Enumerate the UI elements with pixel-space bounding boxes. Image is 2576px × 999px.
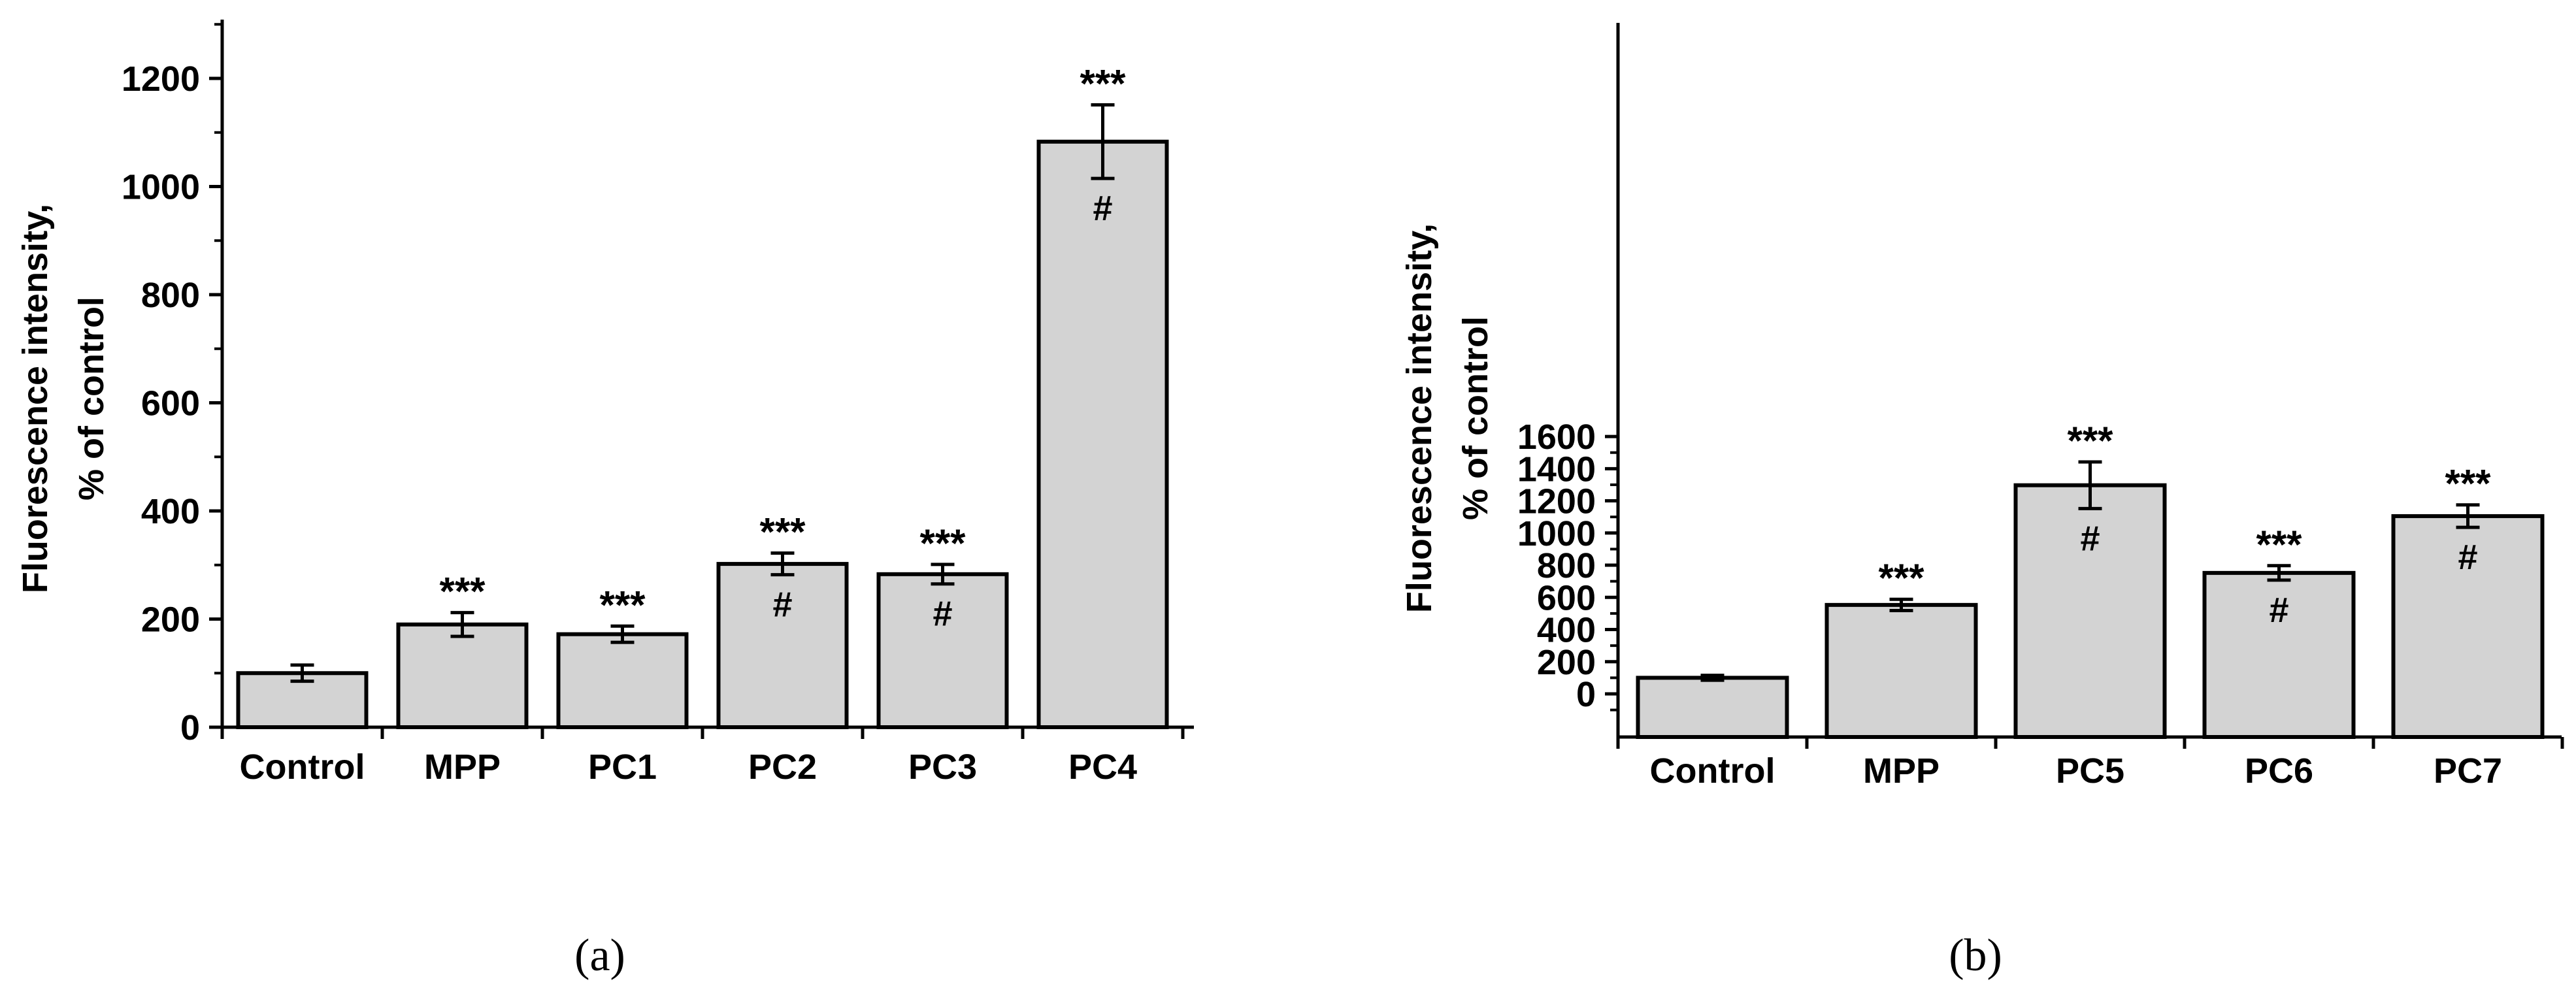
significance-marker: *** bbox=[2256, 523, 2302, 566]
error-bar-pc6 bbox=[2267, 564, 2291, 582]
panel-label-b: (b) bbox=[1949, 930, 2002, 981]
y-tick-label: 1000 bbox=[1517, 514, 1596, 553]
significance-marker: *** bbox=[2067, 419, 2113, 463]
x-tick-label: Control bbox=[240, 747, 365, 787]
chart-b-ylabel-line2: % of control bbox=[1456, 316, 1495, 520]
x-tick-label: PC3 bbox=[908, 747, 977, 787]
error-bar-pc7 bbox=[2456, 503, 2480, 529]
y-tick-label: 0 bbox=[1576, 675, 1596, 714]
error-bar-pc1 bbox=[610, 624, 635, 644]
error-bar-control bbox=[290, 663, 314, 683]
significance-marker: *** bbox=[1878, 556, 1924, 600]
y-tick-label: 200 bbox=[141, 600, 200, 640]
error-bar-mpp bbox=[1889, 597, 1913, 612]
chart-panel-b: *** *** # *** # *** # 020040060080010001200140… bbox=[1400, 23, 2564, 981]
error-bar-pc5 bbox=[2078, 460, 2102, 510]
bar-pc4 bbox=[1036, 139, 1169, 729]
bar-mpp bbox=[396, 622, 529, 730]
significance-marker: *** bbox=[439, 570, 486, 614]
y-tick-label: 1200 bbox=[122, 59, 200, 99]
hash-marker: # bbox=[2269, 591, 2288, 630]
panel-label-a: (a) bbox=[574, 930, 625, 981]
chart-b-marks: *** *** # *** # *** # bbox=[1636, 419, 2545, 740]
chart-a-ylabel-line1: Fluorescence intensity, bbox=[16, 204, 55, 593]
hash-marker: # bbox=[772, 585, 792, 625]
chart-a-xticks: Control MPP PC1 PC2 PC3 PC4 bbox=[220, 727, 1185, 787]
y-tick-label: 1600 bbox=[1517, 418, 1596, 457]
significance-marker: *** bbox=[1080, 62, 1126, 106]
significance-marker: *** bbox=[599, 583, 646, 627]
x-tick-label: PC1 bbox=[588, 747, 657, 787]
x-tick-label: MPP bbox=[1863, 751, 1940, 791]
error-bar-pc4 bbox=[1091, 103, 1115, 180]
x-tick-label: Control bbox=[1650, 751, 1775, 791]
chart-a-yticks: 0 200 400 600 800 1000 1200 bbox=[122, 23, 222, 747]
hash-marker: # bbox=[2080, 519, 2100, 558]
chart-panel-a: *** *** *** # *** # *** # 0 200 400 600 800 1000 1200… bbox=[16, 20, 1194, 981]
significance-marker: *** bbox=[2445, 462, 2491, 506]
significance-marker: *** bbox=[919, 521, 966, 565]
y-tick-label: 0 bbox=[180, 708, 200, 747]
y-tick-label: 600 bbox=[1537, 578, 1596, 617]
y-tick-label: 400 bbox=[141, 492, 200, 531]
y-tick-label: 1200 bbox=[1517, 482, 1596, 521]
x-tick-label: PC4 bbox=[1068, 747, 1137, 787]
chart-b-ylabel-line1: Fluorescence intensity, bbox=[1400, 223, 1439, 613]
chart-b-xticks: Control MPP PC5 PC6 PC7 bbox=[1616, 737, 2564, 791]
error-bar-pc2 bbox=[770, 551, 795, 577]
chart-a-ylabel-line2: % of control bbox=[72, 297, 111, 500]
x-tick-label: PC6 bbox=[2245, 751, 2313, 791]
y-tick-label: 800 bbox=[1537, 546, 1596, 585]
hash-marker: # bbox=[1093, 189, 1112, 228]
y-tick-label: 400 bbox=[1537, 611, 1596, 650]
x-tick-label: PC5 bbox=[2056, 751, 2124, 791]
error-bar-control bbox=[1700, 674, 1725, 682]
hash-marker: # bbox=[2458, 538, 2477, 577]
y-tick-label: 1000 bbox=[122, 168, 200, 207]
error-bar-mpp bbox=[450, 611, 474, 638]
bar-mpp bbox=[1825, 602, 1978, 739]
y-tick-label: 1400 bbox=[1517, 450, 1596, 489]
x-tick-label: PC2 bbox=[748, 747, 817, 787]
bar-pc7 bbox=[2391, 514, 2545, 739]
y-tick-label: 200 bbox=[1537, 643, 1596, 682]
bar-control bbox=[1636, 676, 1789, 740]
y-tick-label: 800 bbox=[141, 276, 200, 315]
x-tick-label: MPP bbox=[424, 747, 501, 787]
y-tick-label: 600 bbox=[141, 384, 200, 423]
chart-a-marks: *** *** *** # *** # *** # bbox=[236, 62, 1169, 730]
bar-pc1 bbox=[556, 632, 689, 729]
error-bar-pc3 bbox=[931, 563, 955, 586]
hash-marker: # bbox=[933, 595, 952, 634]
x-tick-label: PC7 bbox=[2434, 751, 2502, 791]
significance-marker: *** bbox=[759, 510, 806, 554]
